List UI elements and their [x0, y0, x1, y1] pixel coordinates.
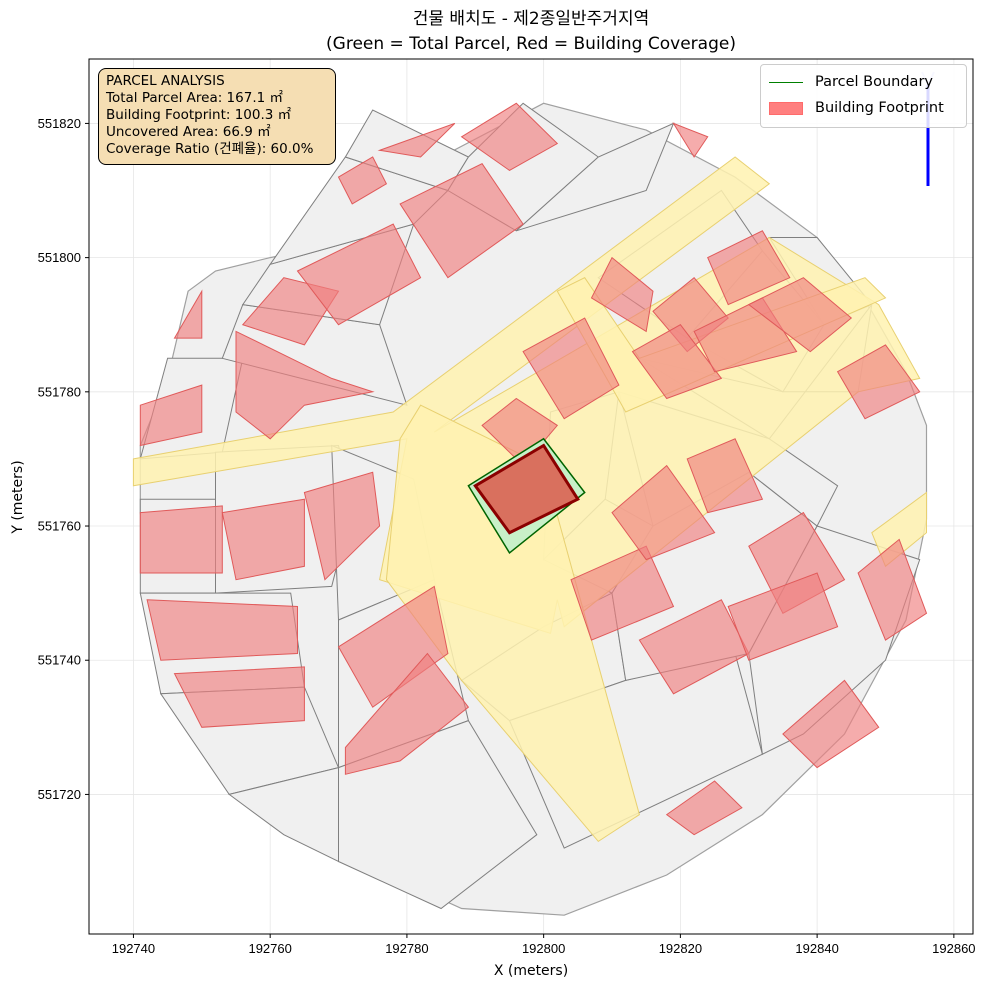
x-axis-label: X (meters)	[494, 963, 568, 979]
building-footprint	[173, 666, 305, 728]
building-footprint	[686, 438, 764, 514]
legend-label-building: Building Footprint	[815, 100, 944, 116]
building-footprint	[590, 256, 654, 333]
building-footprint	[460, 102, 559, 171]
building-footprint	[344, 652, 470, 775]
building-footprint	[399, 163, 524, 279]
x-tick-label: 192780	[385, 941, 428, 956]
y-tick-label: 551720	[38, 787, 81, 802]
x-tick-label: 192760	[248, 941, 291, 956]
parcel-polygon	[338, 719, 538, 910]
y-axis-ticks: 551720 551740 551760 551780 551800 551820	[38, 116, 89, 802]
chart-title-line1: 건물 배치도 - 제2종일반주거지역	[413, 9, 649, 29]
target-building-footprint	[473, 443, 580, 535]
building-footprint	[146, 599, 298, 661]
building-footprint	[727, 572, 839, 661]
y-axis-label: Y (meters)	[10, 460, 26, 534]
y-tick-label: 551740	[38, 653, 81, 668]
info-coverage: Coverage Ratio (건폐율): 60.0%	[106, 141, 314, 157]
building-footprint	[337, 585, 449, 708]
x-tick-label: 192740	[112, 941, 155, 956]
legend-label-parcel: Parcel Boundary	[815, 74, 933, 90]
y-tick-label: 551780	[38, 384, 81, 399]
building-footprint	[665, 780, 743, 836]
x-axis-ticks: 192740 192760 192780 192800 192820 192840 1928…	[112, 934, 976, 956]
building-footprint	[296, 223, 422, 326]
chart-title-line2: (Green = Total Parcel, Red = Building Co…	[326, 34, 736, 54]
building-footprint	[377, 122, 456, 158]
building-footprint	[481, 397, 559, 467]
legend-patch-swatch	[769, 101, 803, 115]
x-tick-label: 192840	[795, 941, 838, 956]
building-layer	[139, 102, 928, 836]
parcel-analysis-box: PARCEL ANALYSIS Total Parcel Area: 167.1…	[98, 68, 336, 165]
building-footprint	[631, 324, 723, 400]
legend-item-building: Building Footprint	[769, 98, 944, 118]
info-total-area: Total Parcel Area: 167.1 ㎡	[106, 90, 283, 106]
legend-item-parcel: Parcel Boundary	[769, 72, 933, 92]
building-footprint	[221, 498, 305, 581]
building-footprint	[139, 505, 223, 574]
building-footprint	[857, 538, 928, 641]
legend-line-swatch	[769, 81, 803, 83]
x-tick-label: 192820	[659, 941, 702, 956]
building-footprint	[707, 230, 791, 306]
target-parcel-layer	[467, 437, 586, 555]
y-tick-label: 551800	[38, 250, 81, 265]
plot-frame	[88, 58, 974, 935]
building-footprint	[570, 545, 675, 641]
building-footprint	[522, 317, 620, 420]
y-tick-label: 551820	[38, 116, 81, 131]
building-footprint	[337, 156, 388, 205]
building-footprint	[235, 330, 375, 440]
building-footprint	[611, 464, 716, 561]
building-footprint	[747, 277, 853, 353]
info-heading: PARCEL ANALYSIS	[106, 73, 225, 89]
info-footprint: Building Footprint: 100.3 ㎡	[106, 107, 292, 123]
legend: Parcel Boundary Building Footprint	[760, 64, 967, 128]
road-polygon	[385, 404, 640, 843]
building-footprint	[672, 122, 709, 158]
x-tick-label: 192800	[522, 941, 565, 956]
building-footprint	[139, 384, 203, 447]
y-tick-label: 551760	[38, 519, 81, 534]
building-footprint	[836, 344, 921, 420]
building-footprint	[782, 679, 880, 769]
building-footprint	[303, 471, 381, 581]
info-uncovered: Uncovered Area: 66.9 ㎡	[106, 124, 271, 140]
building-footprint	[173, 289, 203, 339]
x-tick-label: 192860	[932, 941, 975, 956]
